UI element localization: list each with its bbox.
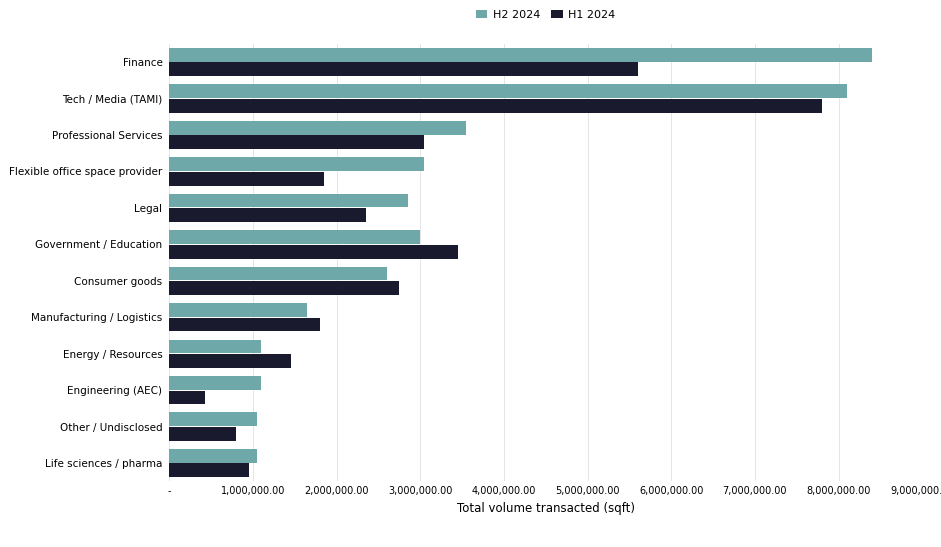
Bar xyxy=(169,172,324,185)
Bar xyxy=(169,449,257,463)
Bar xyxy=(169,427,236,441)
Bar xyxy=(169,266,387,281)
Bar xyxy=(169,84,847,98)
Bar xyxy=(169,463,248,478)
Legend: H2 2024, H1 2024: H2 2024, H1 2024 xyxy=(471,5,620,25)
Bar xyxy=(169,340,262,353)
Bar xyxy=(169,157,424,171)
Bar xyxy=(169,135,424,149)
Bar xyxy=(169,194,407,207)
Bar xyxy=(169,354,291,368)
Bar xyxy=(169,230,421,244)
Bar xyxy=(169,391,204,404)
Bar xyxy=(169,208,366,222)
Bar xyxy=(169,281,399,295)
X-axis label: Total volume transacted (sqft): Total volume transacted (sqft) xyxy=(456,502,635,515)
Bar xyxy=(169,62,638,76)
Bar xyxy=(169,303,308,317)
Bar xyxy=(169,318,320,331)
Bar xyxy=(169,99,821,113)
Bar xyxy=(169,412,257,426)
Bar xyxy=(169,48,872,62)
Bar xyxy=(169,121,467,135)
Bar xyxy=(169,245,458,259)
Bar xyxy=(169,376,262,390)
